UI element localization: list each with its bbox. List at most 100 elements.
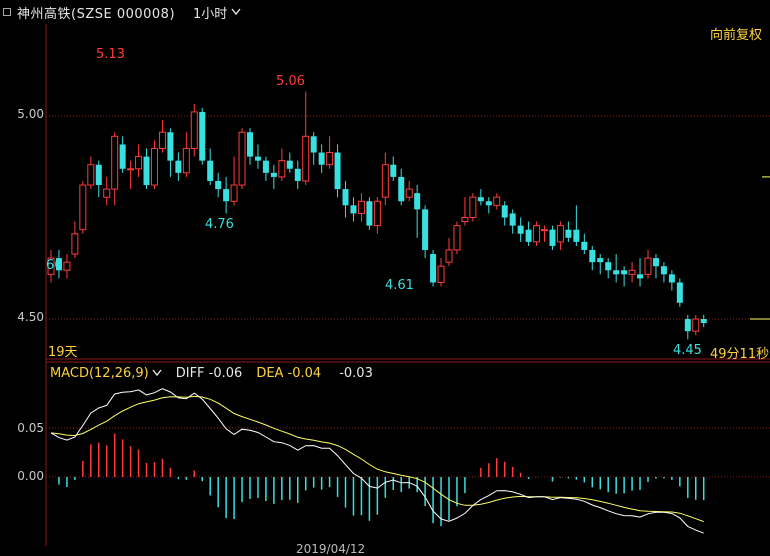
- candle: [95, 160, 102, 198]
- adjust-mode-button[interactable]: 向前复权: [709, 28, 762, 43]
- candle: [119, 136, 126, 173]
- candle: [350, 197, 357, 222]
- candle-body: [621, 270, 628, 275]
- candle: [135, 144, 143, 177]
- candle-body: [437, 265, 445, 283]
- window-icon[interactable]: [3, 8, 11, 16]
- candle: [318, 144, 325, 173]
- candle-body: [573, 229, 580, 242]
- candle-body: [533, 225, 541, 243]
- candle-body: [652, 258, 659, 267]
- candle: [652, 254, 659, 279]
- candle-body: [373, 200, 381, 227]
- candle: [621, 266, 628, 287]
- candle-body: [422, 209, 429, 250]
- high-price-label: 5.13: [96, 47, 125, 62]
- candle: [294, 160, 301, 190]
- candle: [676, 278, 683, 307]
- candle-body: [135, 156, 143, 170]
- candle-body: [326, 152, 334, 166]
- candle: [533, 221, 541, 246]
- period-label: 1小时: [193, 6, 228, 22]
- candle-body: [556, 225, 564, 243]
- candle: [430, 249, 437, 287]
- candle: [493, 193, 501, 210]
- candle: [270, 164, 277, 190]
- candle-body: [175, 160, 182, 173]
- candle-body: [230, 184, 238, 202]
- candle-body: [278, 160, 286, 178]
- candle: [660, 262, 667, 283]
- x-axis-date: 2019/04/12: [296, 542, 366, 556]
- candle: [485, 197, 492, 214]
- candle: [549, 225, 556, 250]
- candle-body: [119, 144, 126, 169]
- candle-body: [676, 282, 683, 303]
- candle-body: [350, 205, 357, 214]
- candle: [373, 197, 381, 234]
- chevron-down-icon: [152, 369, 162, 377]
- macd-name: MACD(12,26,9): [50, 365, 149, 381]
- candle-body: [565, 229, 572, 238]
- candle: [127, 160, 135, 190]
- candle-body: [199, 111, 206, 161]
- candle-body: [628, 269, 636, 275]
- candle: [414, 185, 421, 238]
- window-days: 19天: [48, 345, 78, 360]
- candle-body: [493, 196, 501, 206]
- candle-body: [637, 274, 644, 279]
- candle: [190, 103, 198, 157]
- candle: [453, 221, 461, 255]
- security-title: 神州高铁(SZSE 000008): [17, 6, 176, 22]
- candle-body: [167, 132, 174, 161]
- macd-series: [46, 388, 770, 534]
- candle-body: [207, 160, 214, 181]
- candle-body: [342, 189, 349, 206]
- candle: [556, 221, 564, 250]
- candle: [597, 254, 604, 275]
- candle: [405, 180, 413, 202]
- macd-indicator-selector[interactable]: MACD(12,26,9): [50, 366, 162, 381]
- candle-body: [525, 229, 532, 242]
- candle-body: [158, 131, 166, 149]
- candle: [445, 237, 453, 267]
- candle-body: [398, 176, 405, 202]
- candle: [422, 205, 429, 259]
- candle-body: [357, 200, 365, 214]
- dea-line: [50, 395, 704, 523]
- candle: [589, 245, 596, 271]
- candle: [565, 221, 572, 242]
- candle-body: [95, 164, 102, 186]
- candle-body: [215, 180, 222, 190]
- y-tick-5.00: 5.00: [17, 107, 44, 121]
- period-selector[interactable]: 1小时: [193, 3, 241, 22]
- candle: [182, 132, 190, 177]
- candle: [637, 258, 644, 287]
- candle-body: [668, 274, 675, 283]
- candle: [238, 128, 246, 190]
- countdown-timer: 49分11秒: [710, 347, 770, 362]
- candlestick-series: [47, 91, 770, 340]
- grid-lines: [45, 24, 770, 546]
- candle: [644, 249, 652, 279]
- candle: [366, 197, 373, 230]
- candle-body: [692, 318, 700, 332]
- candle: [398, 168, 405, 206]
- candle-body: [334, 152, 341, 190]
- left-cut-label: 66: [46, 258, 63, 273]
- candle: [517, 217, 524, 242]
- candle-body: [541, 229, 549, 232]
- candle-body: [581, 241, 588, 250]
- candle-body: [414, 193, 421, 210]
- candle: [199, 107, 206, 165]
- candle: [79, 180, 87, 234]
- diff-line: [50, 388, 704, 534]
- candle-body: [405, 188, 413, 198]
- candle-body: [262, 160, 269, 173]
- diff-value: DIFF -0.06: [175, 365, 243, 381]
- candle-body: [605, 262, 612, 271]
- candle: [310, 132, 317, 165]
- candle: [477, 189, 484, 206]
- candle: [175, 152, 182, 181]
